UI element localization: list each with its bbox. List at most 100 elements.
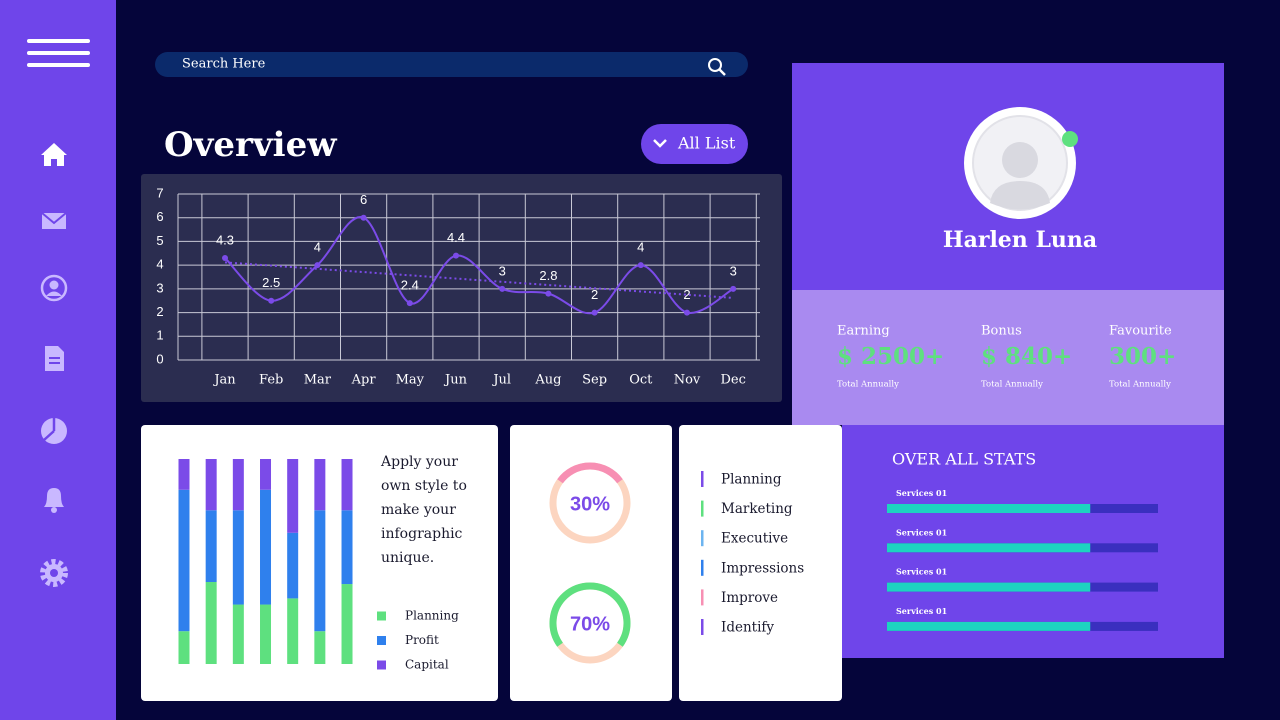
avatar-head xyxy=(1002,142,1038,178)
data-label: 2.4 xyxy=(401,278,419,293)
overview-title: Overview xyxy=(164,125,337,165)
bar-segment xyxy=(178,459,190,490)
search-field xyxy=(155,52,748,77)
bar-segment xyxy=(205,582,217,664)
bar-segment xyxy=(341,584,353,664)
search-bar[interactable]: Search Here xyxy=(155,52,748,77)
bar-segment xyxy=(232,604,244,664)
y-tick-label: 4 xyxy=(156,257,163,272)
point xyxy=(268,297,275,304)
donut-arc xyxy=(557,462,623,484)
bar-label: Services 01 xyxy=(896,527,947,537)
bar-segment xyxy=(287,598,299,664)
data-label: 4.4 xyxy=(447,230,465,245)
y-tick-label: 0 xyxy=(156,351,163,366)
list-item: Identify xyxy=(721,620,774,636)
bar-segment xyxy=(314,510,326,632)
stat-label: Favourite xyxy=(1109,324,1172,339)
point xyxy=(730,285,737,292)
all-list-button[interactable]: All List xyxy=(641,124,748,164)
list-item: Planning xyxy=(721,472,782,488)
data-label: 3 xyxy=(499,263,506,278)
x-tick-label: Sep xyxy=(582,373,607,388)
stat-value: $ 2500+ xyxy=(837,343,944,370)
stat-sub: Total Annually xyxy=(1109,380,1171,390)
search-icon xyxy=(708,58,722,72)
search-placeholder: Search Here xyxy=(182,57,266,72)
settings-icon[interactable] xyxy=(40,559,68,587)
mail-flap xyxy=(41,212,67,225)
y-tick-label: 7 xyxy=(156,185,163,200)
list-marker xyxy=(701,619,704,635)
bar-label: Services 01 xyxy=(896,606,947,616)
bar-segment xyxy=(341,459,353,511)
donut-arc xyxy=(549,582,631,647)
button-bg xyxy=(641,124,748,164)
bar xyxy=(887,582,1091,592)
home-icon[interactable] xyxy=(41,143,67,166)
bar-segment xyxy=(314,459,326,511)
bar-segment xyxy=(287,459,299,533)
bar xyxy=(887,504,1091,513)
mail-icon[interactable] xyxy=(41,212,67,229)
bell-icon[interactable] xyxy=(44,488,64,513)
bell-clapper xyxy=(51,507,57,513)
menu-button[interactable] xyxy=(27,39,90,67)
pie-icon[interactable] xyxy=(41,418,67,444)
bar-segment xyxy=(178,631,190,664)
bell-body xyxy=(44,488,64,507)
data-label: 2 xyxy=(591,287,598,302)
list-item: Executive xyxy=(721,531,788,547)
stat-label: Earning xyxy=(837,324,890,339)
search-icon-handle xyxy=(718,68,726,76)
list-panel xyxy=(679,425,842,701)
legend-swatch xyxy=(377,660,386,670)
list-item: Marketing xyxy=(721,501,793,517)
data-label: 2.8 xyxy=(539,268,557,283)
y-tick-label: 3 xyxy=(156,280,163,295)
profile-stats-band xyxy=(792,290,1224,425)
bar-label: Services 01 xyxy=(896,488,947,498)
x-tick-label: Aug xyxy=(534,373,561,388)
point xyxy=(545,290,552,297)
x-tick-label: Oct xyxy=(629,373,653,388)
point xyxy=(499,285,506,292)
line-chart-panel xyxy=(141,174,782,402)
list-marker xyxy=(701,559,704,576)
avatar[interactable] xyxy=(964,107,1078,219)
bar xyxy=(887,543,1091,553)
chevron xyxy=(653,139,667,148)
stat-sub: Total Annually xyxy=(981,380,1043,390)
pie-cut xyxy=(43,418,56,441)
stat-label: Bonus xyxy=(981,324,1022,339)
bar-segment xyxy=(178,489,190,632)
x-tick-label: Feb xyxy=(259,373,283,388)
legend-swatch xyxy=(377,611,386,621)
point xyxy=(591,309,598,316)
x-tick-label: Apr xyxy=(351,373,377,388)
data-label: 3 xyxy=(730,263,737,278)
bar-segment xyxy=(260,489,272,605)
donut-label: 70% xyxy=(570,613,610,635)
user-icon[interactable] xyxy=(40,274,68,302)
list-item: Improve xyxy=(721,590,778,606)
list-item: Impressions xyxy=(721,560,804,576)
list-marker xyxy=(701,589,704,606)
y-tick-label: 1 xyxy=(156,328,163,343)
gear-teeth xyxy=(40,559,68,587)
document-icon[interactable] xyxy=(45,346,64,371)
point xyxy=(684,309,690,316)
data-label: 4.3 xyxy=(216,232,234,247)
point xyxy=(637,262,644,269)
donut-label: 30% xyxy=(570,493,610,515)
point xyxy=(453,252,459,259)
bar-segment xyxy=(260,604,272,664)
note: Apply your own style to make your infogr… xyxy=(381,454,467,566)
x-tick-label: Dec xyxy=(720,373,745,388)
data-label: 2.5 xyxy=(262,275,280,290)
data-label: 2 xyxy=(683,287,690,302)
x-tick-label: Jun xyxy=(443,373,468,388)
online-dot xyxy=(1062,131,1078,147)
